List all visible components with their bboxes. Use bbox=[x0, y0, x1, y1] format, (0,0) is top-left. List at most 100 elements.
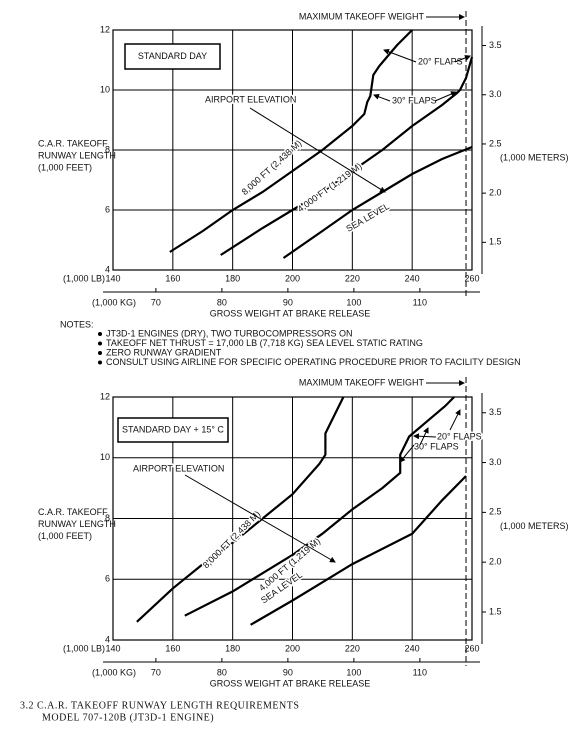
y2-tick-label: 2.5 bbox=[489, 507, 502, 517]
x-tick-label: 180 bbox=[225, 643, 240, 653]
plot-frame bbox=[112, 396, 473, 641]
x2-tick-label: 80 bbox=[217, 667, 227, 677]
flaps-label: 30° FLAPS bbox=[392, 95, 437, 105]
y-tick-label: 10 bbox=[100, 84, 110, 94]
x2-tick-label: 90 bbox=[283, 667, 293, 677]
curve bbox=[184, 396, 455, 617]
notes-title: NOTES: bbox=[60, 319, 94, 329]
y-tick-label: 6 bbox=[105, 204, 110, 214]
y2-tick-label: 3.5 bbox=[489, 40, 502, 50]
x-tick-label: 140 bbox=[105, 273, 120, 283]
flaps-arrow bbox=[383, 48, 417, 63]
x2-tick-label: 100 bbox=[346, 297, 361, 307]
y2-tick-label: 2.0 bbox=[489, 557, 502, 567]
y-tick-label: 12 bbox=[100, 391, 110, 401]
x-axis-label: GROSS WEIGHT AT BRAKE RELEASE bbox=[210, 308, 371, 318]
x-unit: (1,000 LB) bbox=[63, 643, 105, 653]
condition-box bbox=[117, 417, 229, 443]
y-axis-label: RUNWAY LENGTH bbox=[38, 519, 116, 529]
y-axis-label: RUNWAY LENGTH bbox=[38, 150, 116, 160]
y-axis-label: C.A.R. TAKEOFF bbox=[38, 507, 108, 517]
condition-box bbox=[124, 43, 221, 70]
x2-tick-label: 80 bbox=[217, 297, 227, 307]
y2-tick-label: 1.5 bbox=[489, 606, 502, 616]
x2-tick-label: 70 bbox=[151, 297, 161, 307]
x-tick-label: 140 bbox=[105, 643, 120, 653]
series-label: 8,000 FT (2,438 M) bbox=[240, 138, 304, 197]
note-item: TAKEOFF NET THRUST = 17,000 LB (7,718 KG… bbox=[106, 338, 423, 348]
curve bbox=[169, 29, 413, 253]
note-item: JT3D-1 ENGINES (DRY), TWO TURBOCOMPRESSO… bbox=[106, 328, 353, 338]
flaps-arrow bbox=[434, 91, 457, 102]
flaps-arrow bbox=[419, 427, 429, 446]
x2-tick-label: 110 bbox=[413, 667, 427, 677]
y-tick-label: 10 bbox=[100, 452, 110, 462]
flaps-arrow bbox=[399, 444, 415, 463]
x-tick-label: 220 bbox=[345, 643, 360, 653]
x-tick-label: 200 bbox=[285, 273, 300, 283]
curve bbox=[136, 396, 345, 623]
flaps-label: 30° FLAPS bbox=[414, 441, 459, 451]
max-weight-label: MAXIMUM TAKEOFF WEIGHT bbox=[299, 377, 425, 387]
x-tick-label: 220 bbox=[345, 273, 360, 283]
y-tick-label: 8 bbox=[105, 513, 110, 523]
flaps-arrow bbox=[454, 55, 471, 63]
flaps-label: 20° FLAPS bbox=[418, 56, 463, 66]
y2-tick-label: 2.5 bbox=[489, 138, 502, 148]
note-item: CONSULT USING AIRLINE FOR SPECIFIC OPERA… bbox=[106, 357, 521, 367]
y-axis-label: C.A.R. TAKEOFF bbox=[38, 138, 108, 148]
plot-frame bbox=[112, 29, 473, 271]
y2-axis-label: (1,000 METERS) bbox=[500, 152, 569, 162]
x-tick-label: 160 bbox=[165, 273, 180, 283]
flaps-label: 30° FLAPS bbox=[414, 441, 459, 451]
y-tick-label: 4 bbox=[105, 264, 110, 274]
elevation-arrow bbox=[184, 474, 336, 563]
bullet bbox=[98, 332, 102, 336]
x2-tick-label: 110 bbox=[413, 297, 427, 307]
bullet bbox=[98, 360, 102, 365]
x-tick-label: 180 bbox=[225, 273, 240, 283]
curve bbox=[250, 475, 467, 626]
y-axis-label: (1,000 FEET) bbox=[38, 531, 92, 541]
x2-unit: (1,000 KG) bbox=[92, 667, 136, 677]
x-unit: (1,000 LB) bbox=[63, 273, 105, 283]
y-axis-label: (1,000 FEET) bbox=[38, 162, 92, 172]
x-tick-label: 240 bbox=[405, 273, 420, 283]
x2-tick-label: 100 bbox=[346, 667, 361, 677]
series-label: 4,000 FT (1,219 M) bbox=[296, 161, 364, 214]
bullet bbox=[98, 341, 102, 346]
x-tick-label: 260 bbox=[464, 273, 479, 283]
flaps-label: 20° FLAPS bbox=[437, 431, 482, 441]
x2-tick-label: 90 bbox=[283, 297, 293, 307]
flaps-label: 20° FLAPS bbox=[418, 56, 463, 66]
x-tick-label: 160 bbox=[165, 643, 180, 653]
x2-unit: (1,000 KG) bbox=[92, 297, 136, 307]
y-tick-label: 4 bbox=[105, 634, 110, 644]
y2-tick-label: 3.0 bbox=[489, 457, 502, 467]
x-axis-label: GROSS WEIGHT AT BRAKE RELEASE bbox=[210, 678, 371, 688]
x2-tick-label: 70 bbox=[151, 667, 161, 677]
flaps-label: 20° FLAPS bbox=[437, 431, 482, 441]
elevation-label: AIRPORT ELEVATION bbox=[133, 463, 224, 473]
condition-label: STANDARD DAY + 15° C bbox=[122, 424, 224, 434]
elevation-arrow bbox=[249, 107, 386, 193]
y2-axis-label: (1,000 METERS) bbox=[500, 521, 569, 531]
flaps-arrow bbox=[373, 93, 391, 102]
flaps-arrow bbox=[413, 433, 437, 440]
y2-tick-label: 2.0 bbox=[489, 188, 502, 198]
x-tick-label: 200 bbox=[285, 643, 300, 653]
y-tick-label: 8 bbox=[105, 144, 110, 154]
elevation-label: AIRPORT ELEVATION bbox=[205, 94, 296, 104]
flaps-arrow bbox=[449, 409, 461, 431]
x-tick-label: 240 bbox=[405, 643, 420, 653]
caption-line: MODEL 707-120B (JT3D-1 ENGINE) bbox=[42, 712, 214, 723]
y2-tick-label: 3.0 bbox=[489, 89, 502, 99]
caption-line: 3.2 C.A.R. TAKEOFF RUNWAY LENGTH REQUIRE… bbox=[20, 700, 299, 711]
x-tick-label: 260 bbox=[464, 643, 479, 653]
elevation-label: AIRPORT ELEVATION bbox=[133, 463, 224, 473]
note-item: ZERO RUNWAY GRADIENT bbox=[106, 347, 222, 357]
flaps-label: 30° FLAPS bbox=[392, 95, 437, 105]
curve bbox=[220, 56, 474, 256]
max-weight-label: MAXIMUM TAKEOFF WEIGHT bbox=[299, 11, 425, 21]
